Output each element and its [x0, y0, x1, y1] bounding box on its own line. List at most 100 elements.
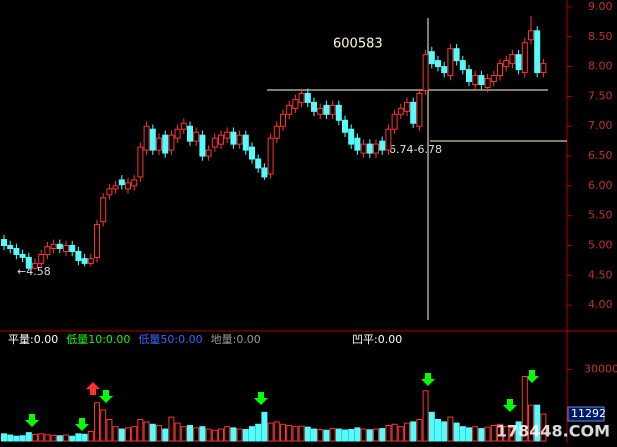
candle-body — [304, 92, 311, 103]
volume-bar — [342, 429, 348, 442]
volume-bar — [441, 421, 448, 442]
candle-body — [81, 258, 88, 264]
volume-bar — [187, 424, 193, 442]
volume-bar — [81, 433, 88, 442]
indicator-label: 地量:0.00 — [211, 333, 261, 346]
volume-bar — [404, 422, 410, 442]
y-tick-label: 8.00 — [588, 60, 613, 73]
volume-bar — [459, 426, 466, 442]
candle-body — [404, 101, 410, 112]
volume-bar — [100, 409, 107, 442]
volume-bar — [540, 413, 547, 442]
volume-bar — [366, 429, 373, 442]
candle-body — [459, 60, 466, 71]
volume-bar — [410, 421, 417, 442]
candle-body — [273, 125, 280, 139]
volume-bar — [397, 426, 404, 442]
candle-body — [317, 107, 324, 115]
volume-bar — [249, 426, 255, 442]
candle-body — [75, 250, 82, 261]
candle-body — [63, 245, 69, 252]
volume-bar — [211, 429, 218, 442]
candle-body — [249, 146, 255, 160]
y-tick-label: 5.00 — [588, 239, 613, 252]
volume-bar — [125, 427, 131, 442]
candle-body — [162, 134, 169, 154]
candle-body — [503, 60, 510, 68]
volume-bar — [360, 428, 367, 442]
volume-bar — [534, 404, 541, 442]
volume-bar — [118, 428, 125, 442]
volume-bar — [63, 434, 69, 442]
volume-bar — [75, 433, 82, 442]
candle-body — [174, 128, 181, 139]
candle-body — [521, 42, 528, 74]
volume-bar — [490, 424, 497, 442]
candle-body — [44, 246, 51, 255]
volume-bar — [528, 404, 534, 442]
volume-bar — [242, 429, 249, 442]
candle-body — [193, 131, 200, 142]
candle-body — [472, 75, 479, 85]
y-tick-label: 8.50 — [588, 30, 613, 43]
volume-bar — [348, 429, 355, 442]
volume-bar — [472, 426, 479, 442]
volume-bar — [521, 376, 528, 442]
volume-bar — [149, 423, 156, 442]
volume-bar — [87, 430, 94, 442]
volume-bar — [50, 434, 57, 442]
candle-body — [286, 104, 293, 115]
volume-bar — [261, 411, 268, 442]
candle-body — [292, 98, 299, 109]
y-tick-label: 6.50 — [588, 149, 613, 162]
volume-bar — [19, 435, 26, 442]
candle-body — [224, 131, 231, 139]
candle-body — [428, 51, 435, 65]
candle-body — [478, 75, 485, 85]
candle-body — [143, 125, 150, 151]
volume-bar — [143, 421, 150, 442]
candle-body — [323, 104, 330, 115]
volume-bar — [180, 426, 187, 442]
candle-body — [497, 63, 503, 77]
volume-bar — [379, 428, 386, 442]
candle-body — [453, 48, 460, 62]
annotation: ←4.58 — [17, 265, 51, 278]
candle-body — [261, 167, 268, 178]
volume-bar — [69, 435, 76, 442]
candle-body — [131, 179, 138, 187]
y-tick-label: 7.50 — [588, 89, 613, 102]
volume-bar — [1, 433, 7, 442]
candle-body — [236, 134, 243, 145]
candle-body — [416, 92, 423, 127]
candle-body — [515, 54, 522, 71]
candle-body — [125, 182, 131, 190]
candle-body — [466, 69, 472, 83]
candle-body — [435, 60, 441, 68]
candle-body — [490, 75, 497, 83]
volume-bar — [329, 428, 336, 442]
volume-bar — [280, 423, 286, 442]
volume-bar — [416, 419, 423, 442]
volume-bar — [156, 424, 162, 442]
candle-body — [410, 101, 417, 124]
volume-bar — [373, 428, 379, 442]
volume-bar — [255, 423, 262, 442]
volume-bar — [236, 428, 243, 442]
candle-body — [540, 63, 547, 74]
volume-bar — [174, 422, 181, 442]
candle-body — [50, 243, 57, 249]
candle-body — [13, 247, 20, 255]
candle-body — [366, 143, 373, 154]
candle-body — [360, 143, 367, 154]
y-tick-label: 9.00 — [588, 0, 613, 13]
candle-body — [484, 78, 491, 88]
volume-bar — [94, 402, 100, 442]
volume-bar — [484, 426, 491, 442]
candle-body — [267, 137, 274, 175]
candle-body — [106, 188, 113, 196]
volume-bar — [447, 416, 454, 442]
candle-body — [335, 104, 342, 121]
candle-body — [329, 104, 336, 115]
